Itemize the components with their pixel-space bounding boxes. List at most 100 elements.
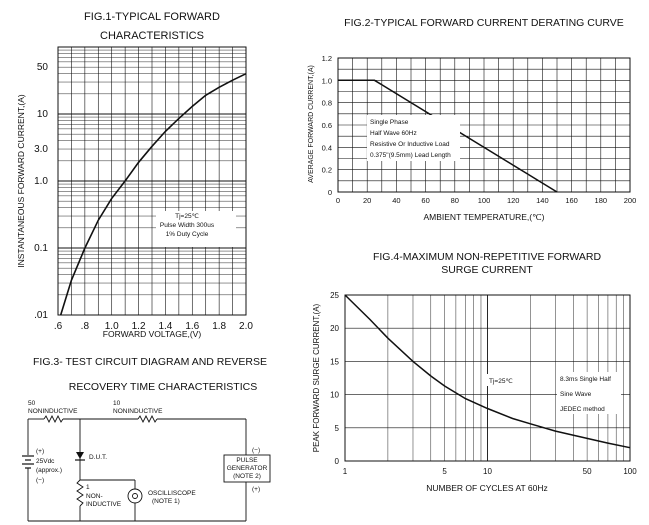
fig1-note-line2: Pulse Width 300us: [160, 222, 215, 229]
fig2-y-axis-label: AVERAGE FORWARD CURRENT,(A): [308, 65, 315, 183]
fig1-x-tick-label: .6: [54, 321, 63, 332]
fig1-x-tick-label: .8: [81, 321, 90, 332]
fig1-grid: [57, 47, 247, 315]
fig3-title-line1: FIG.3- TEST CIRCUIT DIAGRAM AND REVERSE: [33, 356, 267, 368]
fig4-y-tick-label: 5: [335, 424, 340, 433]
fig4-note-line2: Sine Wave: [560, 391, 592, 398]
fig3-r1-value: 1: [86, 484, 90, 491]
fig3-battery-symbol: [22, 455, 34, 469]
fig2-y-tick-label: 0.6: [322, 121, 332, 130]
fig4-note-line1: 8.3ms Single Half: [560, 376, 611, 383]
fig2-series-line: [338, 79, 558, 193]
fig2-note-line2: Half Wave 60Hz: [370, 130, 417, 137]
fig1-title-line1: FIG.1-TYPICAL FORWARD: [84, 11, 220, 23]
fig3-approx: (approx.): [36, 467, 62, 474]
fig1-note-bg: [156, 211, 236, 247]
fig1-x-tick-labels: .6 .8 1.0 1.2 1.4 1.6 1.8 2.0: [54, 321, 254, 332]
fig3-pulse-generator-box: [223, 454, 271, 483]
fig3-pulse-line1: PULSE: [236, 457, 258, 464]
fig4-y-tick-label: 0: [335, 457, 340, 466]
fig3-r1-type-line1: NON-: [86, 493, 103, 500]
fig1-y-tick-labels: 50 10 3.0 1.0 0.1 .01: [34, 62, 48, 321]
fig2-y-tick-label: 0.2: [322, 166, 332, 175]
fig2-y-tick-label: 0: [328, 188, 332, 197]
fig3-pulse-line2: GENERATOR: [227, 465, 268, 472]
fig1-title-line2: CHARACTERISTICS: [100, 30, 204, 42]
fig3-pulse-line3: (NOTE 2): [233, 473, 261, 480]
fig3-dut-label: D.U.T.: [89, 454, 107, 461]
fig1-y-tick-label: 3.0: [34, 144, 48, 155]
fig1-y-tick-label: 1.0: [34, 176, 48, 187]
fig4-y-tick-labels: 0 5 10 15 20 25: [330, 291, 339, 466]
fig2-x-tick-label: 0: [336, 196, 340, 205]
fig4-frame: [344, 294, 631, 462]
fig4-note-bg: [557, 372, 621, 414]
fig3-r50-type: NONINDUCTIVE: [28, 408, 78, 415]
fig2-y-tick-label: 0.8: [322, 99, 332, 108]
fig3-pulse-minus: (−): [252, 447, 260, 454]
fig4-y-tick-label: 25: [330, 291, 339, 300]
fig4-title-line1: FIG.4-MAXIMUM NON-REPETITIVE FORWARD: [373, 251, 602, 263]
fig4-x-tick-label: 10: [483, 467, 492, 476]
fig3-circuit: FIG.3- TEST CIRCUIT DIAGRAM AND REVERSE …: [22, 356, 271, 522]
fig2-note-line1: Single Phase: [370, 119, 409, 126]
fig4-title-line2: SURGE CURRENT: [441, 264, 533, 276]
fig2-note-bg: [367, 115, 460, 161]
fig2-x-tick-label: 60: [421, 196, 429, 205]
fig1-y-tick-label: 0.1: [34, 243, 48, 254]
fig1-note-line1: Tj=25℃: [175, 213, 199, 220]
fig3-minus-left: (−): [36, 477, 44, 484]
fig4-series-line: [344, 294, 631, 449]
fig3-title-line2: RECOVERY TIME CHARACTERISTICS: [69, 381, 257, 393]
fig3-diode-symbol: [75, 452, 85, 461]
fig3-r1-type-line2: INDUCTIVE: [86, 501, 122, 508]
fig4-x-tick-label: 1: [343, 467, 348, 476]
fig1-frame: [57, 46, 247, 316]
fig3-r50-value: 50: [28, 400, 36, 407]
fig4-x-tick-label: 5: [442, 467, 447, 476]
fig1-x-tick-label: 1.0: [105, 321, 119, 332]
fig4-y-axis-label: PEAK FORWARD SURGE CURRENT,(A): [312, 303, 321, 452]
fig2-x-tick-label: 140: [536, 196, 549, 205]
fig2-x-axis-label: AMBIENT TEMPERATURE,(℃): [423, 212, 544, 222]
fig4-y-tick-label: 15: [330, 357, 339, 366]
fig2-x-tick-label: 40: [392, 196, 400, 205]
fig3-r10-value: 10: [113, 400, 121, 407]
fig4-chart: FIG.4-MAXIMUM NON-REPETITIVE FORWARD SUR…: [312, 251, 637, 493]
fig1-chart: FIG.1-TYPICAL FORWARD CHARACTERISTICS 50…: [16, 11, 253, 339]
fig2-chart: FIG.2-TYPICAL FORWARD CURRENT DERATING C…: [308, 17, 636, 222]
fig4-x-axis-label: NUMBER OF CYCLES AT 60Hz: [426, 483, 548, 493]
fig3-wires: [27, 414, 247, 522]
fig2-x-tick-labels: 0 20 40 60 80 100 120 140 160 180 200: [336, 196, 636, 205]
fig4-x-tick-label: 50: [583, 467, 592, 476]
fig1-y-tick-label: .01: [34, 310, 48, 321]
fig1-note-line3: 1% Duty Cycle: [166, 231, 209, 238]
fig2-title: FIG.2-TYPICAL FORWARD CURRENT DERATING C…: [344, 17, 624, 29]
fig2-y-tick-labels: 0 0.2 0.4 0.6 0.8 1.0 1.2: [322, 54, 332, 197]
fig2-frame: [337, 57, 631, 193]
fig2-note-line4: 0.375"(9.5mm) Lead Length: [370, 152, 451, 159]
fig1-x-tick-label: 1.2: [132, 321, 146, 332]
fig2-x-tick-label: 100: [478, 196, 491, 205]
fig2-x-tick-label: 20: [363, 196, 371, 205]
fig1-x-tick-label: 1.6: [185, 321, 199, 332]
fig3-pulse-plus: (+): [252, 486, 260, 493]
fig1-x-tick-label: 2.0: [239, 321, 253, 332]
fig3-r10-type: NONINDUCTIVE: [113, 408, 163, 415]
fig4-note-line3: JEDEC method: [560, 406, 605, 413]
fig3-oscilloscope-symbol: [127, 488, 143, 504]
fig2-y-tick-label: 1.2: [322, 54, 332, 63]
fig3-scope-line2: (NOTE 1): [152, 498, 180, 505]
fig3-vdc: 25Vdc: [36, 458, 55, 465]
fig4-note-tj: Tj=25℃: [489, 378, 513, 385]
fig4-x-tick-label: 100: [623, 467, 637, 476]
fig3-scope-line1: OSCILLISCOPE: [148, 490, 196, 497]
fig1-x-tick-label: 1.8: [212, 321, 226, 332]
fig4-x-tick-labels: 1 5 10 50 100: [343, 467, 637, 476]
fig1-y-axis-label: INSTANTANEOUS FORWARD CURRENT,(A): [16, 94, 26, 268]
fig4-y-tick-label: 10: [330, 391, 339, 400]
fig1-y-tick-label: 50: [37, 62, 49, 73]
fig2-x-tick-label: 180: [595, 196, 608, 205]
fig1-y-tick-label: 10: [37, 109, 49, 120]
